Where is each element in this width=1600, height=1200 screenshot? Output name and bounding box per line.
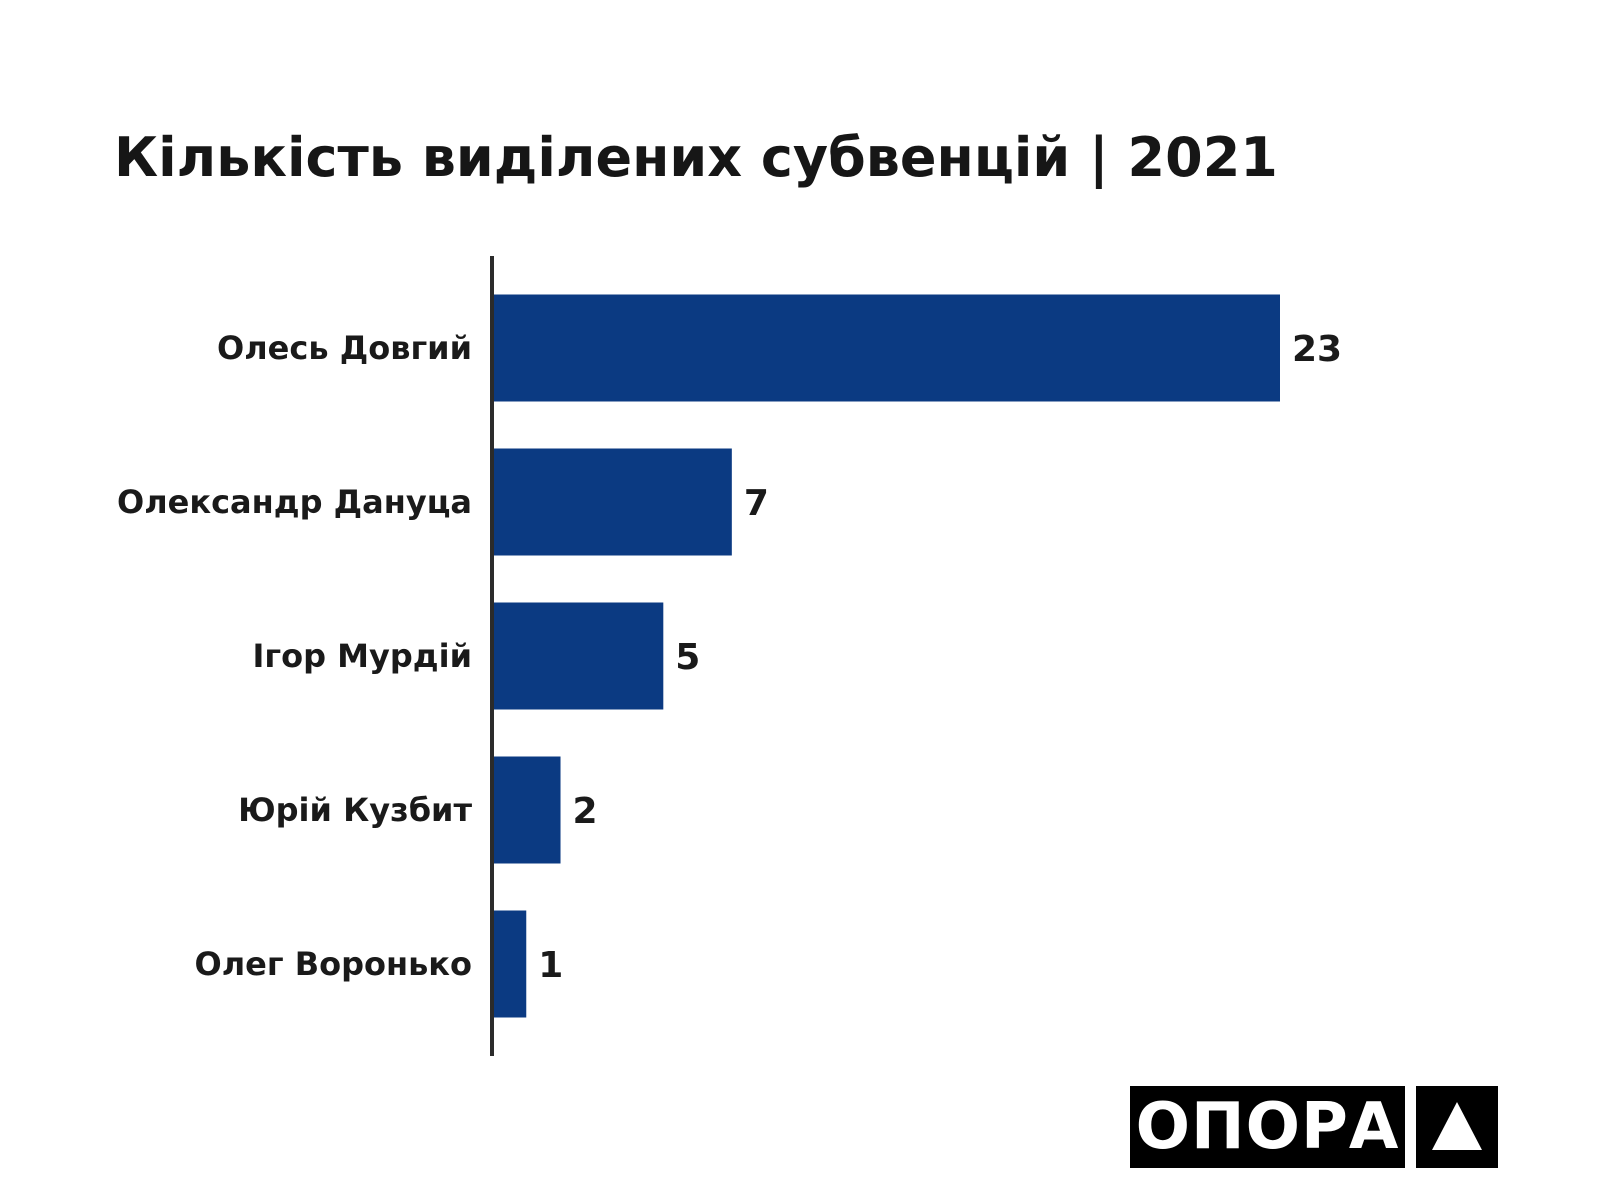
- chart-title: Кількість виділених субвенцій | 2021: [114, 126, 1278, 189]
- category-label-3: Ігор Мурдій: [253, 637, 473, 675]
- bar-4: [492, 756, 561, 864]
- opora-logo: ОПОРА: [1130, 1086, 1498, 1168]
- category-label-2: Олександр Дануца: [117, 483, 472, 521]
- triangle-icon: [1416, 1086, 1498, 1168]
- category-label-4: Юрій Кузбит: [238, 791, 472, 829]
- value-label-5: 1: [538, 945, 563, 986]
- value-label-1: 23: [1292, 329, 1342, 370]
- logo-wordmark: ОПОРА: [1130, 1086, 1405, 1168]
- bar-5: [492, 910, 527, 1018]
- bar-2: [492, 448, 732, 556]
- value-label-3: 5: [675, 637, 700, 678]
- bar-3: [492, 602, 664, 710]
- category-label-1: Олесь Довгий: [217, 329, 472, 367]
- category-label-5: Олег Воронько: [194, 945, 472, 983]
- value-label-4: 2: [573, 791, 598, 832]
- value-label-2: 7: [744, 483, 769, 524]
- bar-1: [492, 294, 1280, 402]
